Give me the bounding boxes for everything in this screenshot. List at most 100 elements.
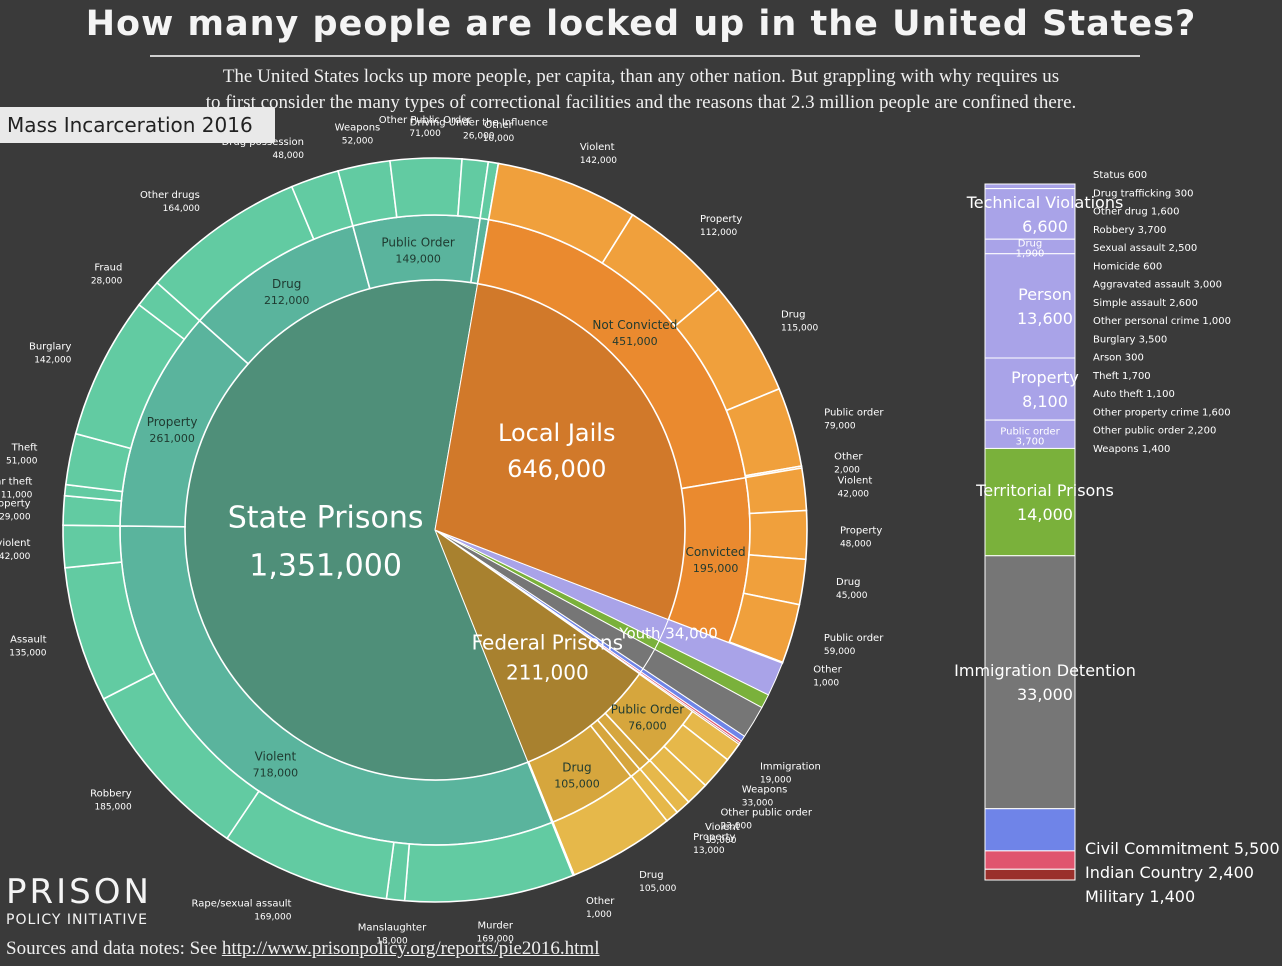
jail-outer-value-3: 79,000: [824, 422, 856, 432]
bar-value-5: 3,700: [1016, 436, 1045, 447]
side-bar: [984, 183, 1076, 881]
youth-detail-8: Other personal crime 1,000: [1093, 316, 1231, 327]
federal-outer-segment-6: [550, 821, 576, 877]
state-outer-value-1: 18,000: [376, 937, 408, 947]
sources-link[interactable]: http://www.prisonpolicy.org/reports/pie2…: [221, 938, 600, 959]
jail-outer-value-2: 115,000: [781, 323, 818, 333]
state-mid-label-2: Drug: [272, 277, 301, 291]
federal-outer-label-4: Property: [693, 832, 735, 843]
tab-mass-incarceration-2016[interactable]: Mass Incarceration 2016: [0, 107, 275, 143]
bar-label-1: Technical Violations: [966, 193, 1124, 212]
federal-outer-label-1: Weapons: [742, 784, 788, 795]
state-outer-label-3: Robbery: [90, 788, 132, 799]
state-outer-value-9: 142,000: [34, 356, 71, 366]
state-outer-label-13: Weapons: [335, 122, 381, 133]
state-prisons-label: State Prisons: [228, 500, 424, 535]
state-outer-value-13: 52,000: [342, 136, 374, 146]
bar-value-7: 33,000: [1017, 685, 1073, 704]
state-outer-label-4: Assault: [10, 634, 47, 645]
jail-outer-value-1: 112,000: [700, 228, 737, 238]
youth-detail-1: Drug trafficking 300: [1093, 188, 1194, 199]
bar-segment-9: [984, 850, 1076, 870]
bar-segment-5: [984, 419, 1076, 449]
federal-prisons-value: 211,000: [506, 660, 589, 684]
jail-outer-value-7: 45,000: [836, 591, 868, 601]
state-outer-value-2: 169,000: [254, 913, 291, 923]
bar-label-5: Public order: [1000, 426, 1060, 437]
youth-detail-13: Other property crime 1,600: [1093, 407, 1231, 418]
logo-prison: PRISON: [6, 872, 152, 912]
jail-mid-value-1: 195,000: [693, 562, 739, 575]
sources-prefix: Sources and data notes: See: [6, 938, 222, 959]
state-outer-value-15: 26,000: [463, 131, 495, 141]
subtitle-line-1: The United States locks up more people, …: [222, 66, 1060, 87]
bar-segment-0: [984, 183, 1076, 190]
jail-outer-label-7: Drug: [836, 577, 861, 588]
jail-mid-label-0: Not Convicted: [592, 318, 677, 332]
state-outer-segment-14: [389, 157, 463, 219]
federal-outer-label-5: Drug: [639, 870, 664, 881]
jail-outer-value-0: 142,000: [580, 156, 617, 166]
youth-detail-7: Simple assault 2,600: [1093, 298, 1198, 309]
bar-segment-7: [984, 555, 1076, 810]
state-mid-value-0: 718,000: [253, 766, 299, 779]
chart-title: How many people are locked up in the Uni…: [85, 4, 1197, 44]
state-outer-label-11: Other drugs: [140, 190, 200, 201]
bottom-label-2: Military 1,400: [1085, 887, 1195, 906]
state-outer-value-3: 185,000: [94, 802, 131, 812]
bar-label-7: Immigration Detention: [954, 661, 1136, 680]
federal-prisons-label: Federal Prisons: [472, 630, 623, 654]
bar-segment-4: [984, 357, 1076, 421]
bar-label-3: Person: [1018, 285, 1072, 304]
sources-note: Sources and data notes: See http://www.p…: [6, 938, 600, 960]
jail-outer-label-3: Public order: [824, 408, 884, 419]
youth-detail-9: Burglary 3,500: [1093, 334, 1167, 345]
bar-value-4: 8,100: [1022, 392, 1068, 411]
state-outer-label-9: Burglary: [29, 342, 71, 353]
state-outer-label-1: Manslaughter: [358, 923, 427, 934]
jail-outer-segment-6: [748, 509, 808, 561]
bar-value-2: 1,900: [1016, 248, 1045, 259]
bar-segment-6: [984, 447, 1076, 557]
federal-outer-value-2: 23,000: [720, 821, 752, 831]
state-outer-label-8: Theft: [11, 443, 38, 454]
bar-label-2: Drug: [1018, 238, 1043, 249]
state-outer-label-6: Other property: [0, 499, 31, 510]
jail-outer-value-5: 42,000: [838, 490, 870, 500]
youth-detail-5: Homicide 600: [1093, 261, 1162, 272]
youth-detail-0: Status 600: [1093, 170, 1147, 181]
jail-outer-value-9: 1,000: [813, 679, 839, 689]
state-mid-label-1: Property: [147, 415, 198, 429]
federal-outer-value-1: 33,000: [742, 798, 774, 808]
state-outer-value-7: 11,000: [1, 491, 33, 501]
jail-outer-label-5: Violent: [838, 476, 873, 487]
chart-labels: State Prisons 1,351,000 Local Jails 646,000…: [0, 115, 1280, 947]
federal-outer-value-3: 15,000: [705, 836, 737, 846]
youth-detail-10: Arson 300: [1093, 353, 1144, 364]
state-outer-value-5: 42,000: [0, 552, 31, 562]
state-outer-value-12: 48,000: [272, 151, 304, 161]
state-outer-value-6: 29,000: [0, 513, 31, 523]
jail-mid-label-1: Convicted: [686, 545, 746, 559]
state-outer-label-15: Driving Under the Influence: [410, 117, 548, 128]
state-mid-label-0: Violent: [255, 749, 297, 763]
state-mid-label-3: Public Order: [381, 236, 454, 250]
pie-rings: [62, 157, 808, 903]
state-outer-value-8: 51,000: [6, 457, 38, 467]
ring-military: [638, 672, 741, 745]
state-outer-value-16: 10,000: [483, 134, 515, 144]
bar-label-4: Property: [1011, 368, 1079, 387]
federal-outer-label-2: Other public order: [720, 807, 812, 818]
youth-detail-11: Theft 1,700: [1092, 371, 1151, 382]
youth-detail-4: Sexual assault 2,500: [1093, 243, 1197, 254]
jail-outer-label-0: Violent: [580, 142, 615, 153]
youth-detail-3: Robbery 3,700: [1093, 225, 1166, 236]
jail-outer-value-8: 59,000: [824, 647, 856, 657]
jail-outer-value-6: 48,000: [840, 539, 872, 549]
state-outer-value-0: 169,000: [477, 934, 514, 944]
jail-outer-label-2: Drug: [781, 309, 806, 320]
state-outer-label-2: Rape/sexual assault: [192, 899, 292, 910]
state-outer-value-4: 135,000: [9, 648, 46, 658]
state-mid-value-3: 149,000: [395, 253, 441, 266]
